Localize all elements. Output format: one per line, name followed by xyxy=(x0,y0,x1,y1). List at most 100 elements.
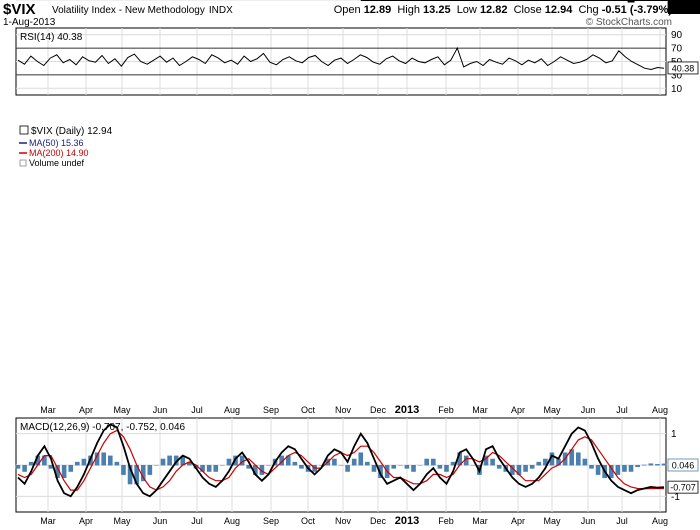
macd-x-tick-3: Jun xyxy=(153,516,168,526)
price-x-tick-0: Mar xyxy=(40,405,56,415)
macd-histogram-bar xyxy=(167,455,172,466)
macd-histogram-bar xyxy=(351,458,357,466)
macd-histogram-bar xyxy=(173,455,179,466)
open-value: 12.89 xyxy=(363,4,392,16)
macd-histogram-bar xyxy=(285,455,291,466)
price-x-tick-9: Dec xyxy=(370,405,387,415)
price-x-tick-10: 2013 xyxy=(395,404,419,416)
price-x-tick-8: Nov xyxy=(335,405,352,415)
price-x-tick-6: Sep xyxy=(263,405,279,415)
price-x-tick-7: Oct xyxy=(301,405,316,415)
close-value-label: 12.94 xyxy=(671,0,696,3)
macd-histogram-bar xyxy=(365,461,370,466)
macd-legend: MACD(12,26,9) -0.707, -0.752, 0.046 xyxy=(20,422,186,433)
price-x-tick-3: Jun xyxy=(153,405,168,415)
stockcharts-watermark: © StockCharts.com xyxy=(585,17,672,28)
open-label: Open xyxy=(333,4,361,16)
macd-histogram-bar xyxy=(140,465,146,482)
legend-ma200: MA(200) 14.90 xyxy=(29,148,89,158)
legend-ma50: MA(50) 15.36 xyxy=(29,138,84,148)
macd-histogram-bar xyxy=(582,458,588,466)
macd-histogram-bar xyxy=(575,452,581,466)
macd-histogram-bar xyxy=(417,465,423,466)
macd-histogram-bar xyxy=(345,465,350,472)
macd-histogram-bar xyxy=(470,465,476,466)
exchange-label: INDX xyxy=(208,5,233,16)
price-x-tick-17: Aug xyxy=(652,405,668,415)
rsi-y-tick-30: 30 xyxy=(671,70,683,81)
macd-histogram-bar xyxy=(332,458,337,466)
macd-histogram-bar xyxy=(299,465,304,469)
macd-histogram-bar xyxy=(569,449,575,466)
macd-histogram-bar xyxy=(160,458,166,466)
price-x-tick-15: Jun xyxy=(581,405,596,415)
price-x-tick-1: Apr xyxy=(79,405,93,415)
macd-line xyxy=(17,423,665,498)
macd-x-tick-8: Nov xyxy=(335,516,352,526)
macd-histogram-bar xyxy=(28,461,34,466)
price-x-tick-2: May xyxy=(113,405,131,415)
macd-histogram-bar xyxy=(371,465,377,472)
macd-histogram-bar xyxy=(628,465,634,472)
macd-histogram-bar xyxy=(510,465,515,475)
high-value: 13.25 xyxy=(423,4,451,16)
macd-histogram-bar xyxy=(134,465,139,485)
macd-histogram-bar xyxy=(121,465,126,475)
macd-x-tick-0: Mar xyxy=(40,516,56,526)
macd-x-tick-10: 2013 xyxy=(395,515,419,527)
macd-x-tick-17: Aug xyxy=(652,516,668,526)
macd-x-tick-6: Sep xyxy=(263,516,279,526)
rsi-value-label: 40.38 xyxy=(672,63,695,73)
macd-x-tick-1: Apr xyxy=(79,516,93,526)
macd-histogram-bar xyxy=(127,465,133,485)
rsi-value-box xyxy=(667,61,699,75)
macd-histogram-bar xyxy=(490,458,495,466)
macd-histogram-bar xyxy=(94,452,100,466)
macd-histogram-bar xyxy=(318,465,324,466)
macd-histogram-bar xyxy=(292,461,298,466)
macd-x-tick-4: Jul xyxy=(191,516,203,526)
chg-label: Chg xyxy=(578,4,599,16)
macd-histogram-bar xyxy=(220,465,225,466)
price-x-tick-14: May xyxy=(543,405,561,415)
macd-histogram-bar xyxy=(35,455,41,466)
price-x-tick-12: Mar xyxy=(472,405,488,415)
close-value-box xyxy=(668,0,700,14)
price-x-tick-13: Apr xyxy=(511,405,525,415)
macd-histogram-bar xyxy=(61,465,67,479)
rsi-line xyxy=(17,46,665,71)
company-name: Volatility Index - New Methodology INDX xyxy=(52,5,233,16)
macd-histogram-bar xyxy=(391,465,397,469)
macd-histogram-bar xyxy=(549,452,555,466)
macd-hist-value-label: 0.046 xyxy=(672,461,695,471)
macd-histogram-bar xyxy=(615,465,621,475)
rsi-y-tick-70: 70 xyxy=(671,44,683,55)
macd-histogram-bar xyxy=(641,464,647,466)
macd-histogram-bar xyxy=(55,465,60,479)
macd-histogram-bar xyxy=(213,465,219,472)
legend-price: $VIX (Daily) 12.94 xyxy=(31,126,113,137)
high-label: High xyxy=(397,4,420,16)
macd-x-tick-9: Dec xyxy=(370,516,387,526)
macd-histogram-bar xyxy=(622,465,627,472)
macd-histogram-bar xyxy=(42,455,47,466)
close-value: 12.94 xyxy=(544,4,573,16)
quote-summary: Open 12.89 High 13.25 Low 12.82 Close 12… xyxy=(334,4,672,16)
macd-histogram-bar xyxy=(483,455,489,466)
macd-histogram-bar xyxy=(523,465,528,472)
macd-x-tick-13: Apr xyxy=(511,516,525,526)
macd-histogram-bar xyxy=(266,465,271,466)
macd-x-tick-7: Oct xyxy=(301,516,316,526)
macd-histogram-bar xyxy=(655,464,660,466)
low-value: 12.82 xyxy=(479,4,508,16)
price-x-tick-5: Aug xyxy=(224,405,240,415)
macd-histogram-bar xyxy=(450,461,456,466)
macd-histogram-bar xyxy=(68,465,74,472)
macd-histogram-bar xyxy=(589,465,594,469)
macd-histogram-bar xyxy=(246,465,252,469)
macd-histogram-bar xyxy=(279,455,284,466)
macd-histogram-bar xyxy=(556,458,561,466)
macd-histogram-bar xyxy=(206,465,212,472)
